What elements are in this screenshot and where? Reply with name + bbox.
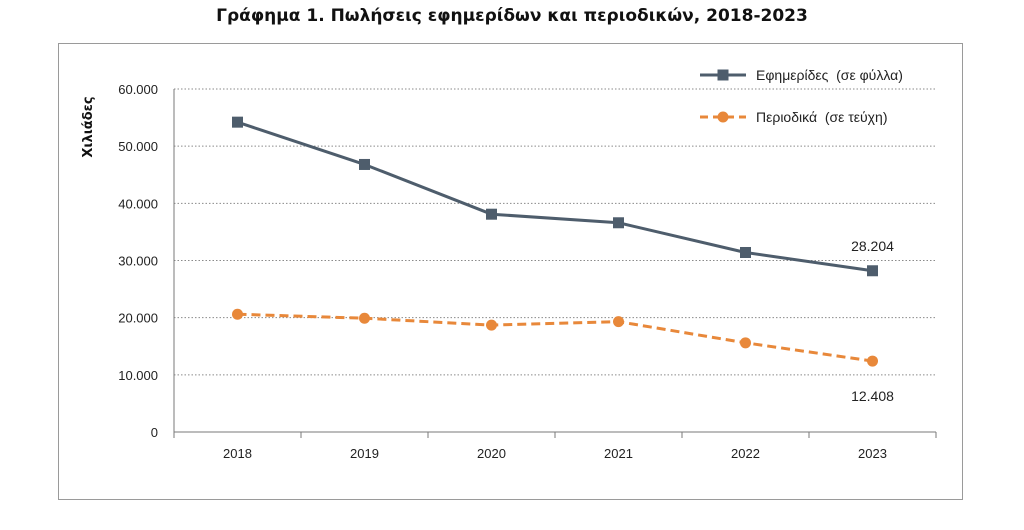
- x-tick-label: 2023: [858, 446, 887, 461]
- data-point: [613, 316, 624, 328]
- series-line: [237, 312, 873, 363]
- y-tick-label: 60.000: [118, 82, 158, 97]
- data-point: [867, 355, 878, 367]
- x-tick-label: 2019: [350, 446, 379, 461]
- x-tick-label: 2021: [604, 446, 633, 461]
- legend-label: Εφημερίδες (σε φύλλα): [756, 67, 903, 83]
- legend-label: Περιοδικά (σε τεύχη): [756, 109, 887, 125]
- legend-marker: [717, 69, 729, 81]
- data-point: [359, 158, 370, 170]
- y-tick-label: 10.000: [118, 368, 158, 383]
- data-label: 12.408: [851, 388, 894, 404]
- data-label: 28.204: [851, 238, 894, 254]
- data-point: [867, 265, 878, 277]
- chart-title: Γράφημα 1. Πωλήσεις εφημερίδων και περιο…: [216, 6, 808, 26]
- y-tick-label: 20.000: [118, 311, 158, 326]
- y-tick-label: 0: [151, 425, 158, 440]
- data-point: [740, 246, 751, 258]
- data-point: [359, 312, 370, 324]
- x-tick-label: 2018: [223, 446, 252, 461]
- data-point: [613, 217, 624, 229]
- legend-marker: [717, 111, 729, 123]
- data-point: [232, 116, 243, 128]
- x-tick-label: 2022: [731, 446, 760, 461]
- x-tick-label: 2020: [477, 446, 506, 461]
- chart-frame: [58, 43, 963, 500]
- y-tick-label: 40.000: [118, 196, 158, 211]
- data-point: [232, 308, 243, 320]
- y-tick-label: 30.000: [118, 254, 158, 269]
- y-axis-label: Χιλιάδες: [81, 96, 96, 157]
- data-point: [740, 337, 751, 349]
- data-point: [486, 319, 497, 331]
- series-line: [237, 120, 873, 273]
- data-point: [486, 208, 497, 220]
- y-tick-label: 50.000: [118, 139, 158, 154]
